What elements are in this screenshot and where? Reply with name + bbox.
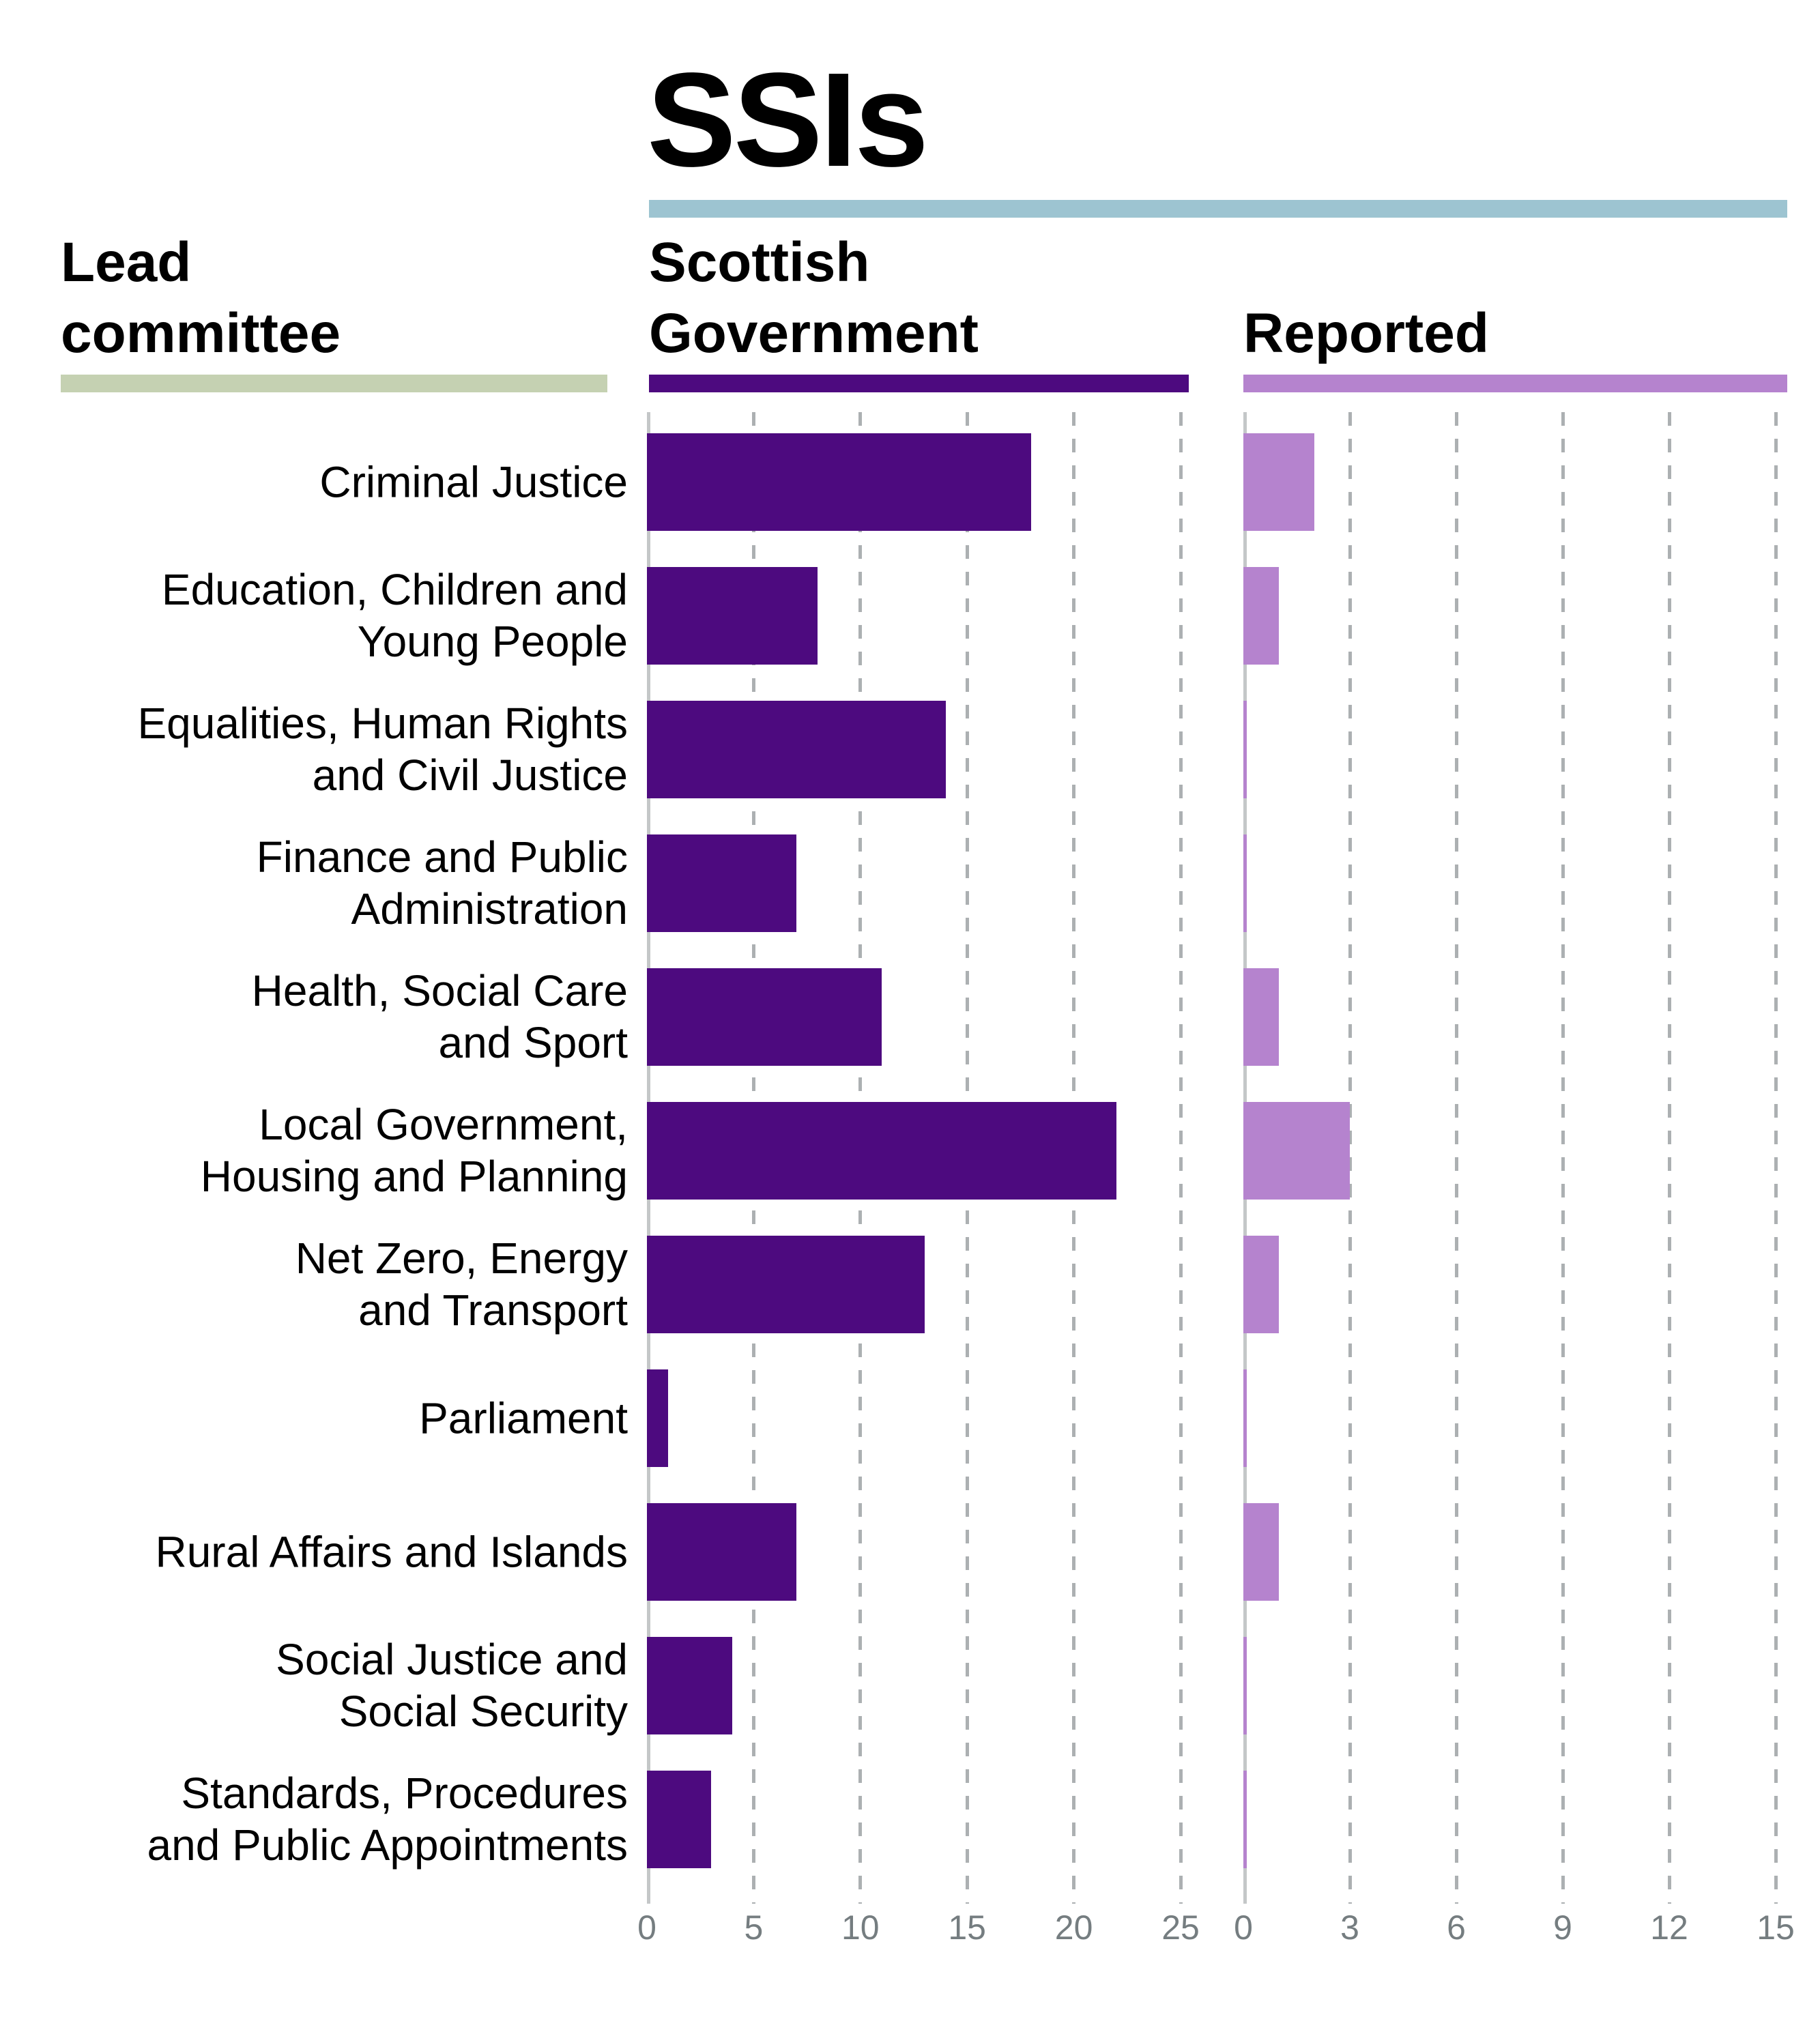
category-label-line: Housing and Planning xyxy=(200,1152,628,1202)
category-label-7: Parliament xyxy=(419,1392,628,1444)
reported-bar-6 xyxy=(1243,1236,1279,1333)
reported-underline-rule xyxy=(1243,375,1787,392)
scottish-government-bar-7 xyxy=(647,1369,669,1467)
category-label-line: Administration xyxy=(351,884,629,934)
reported-label: Reported xyxy=(1243,302,1489,364)
category-label-line: Education, Children and xyxy=(161,564,628,614)
title-underline-rule xyxy=(649,200,1787,218)
scottish-government-line1: Scottish xyxy=(649,231,870,294)
reported-bar-5 xyxy=(1243,1102,1350,1200)
reported-bar-4 xyxy=(1243,968,1279,1066)
category-label-3: Finance and Public Administration xyxy=(257,831,628,936)
scottish-government-bar-1 xyxy=(647,567,818,665)
lead-committee-line1: Lead xyxy=(61,231,192,294)
column-header-lead-committee: Lead committee xyxy=(61,227,341,368)
scottish-government-x-tick-label-10: 10 xyxy=(841,1908,880,1947)
category-label-line: Net Zero, Energy xyxy=(295,1233,628,1283)
scottish-government-x-tick-label-20: 20 xyxy=(1054,1908,1093,1947)
reported-x-tick-label-0: 0 xyxy=(1234,1908,1253,1947)
reported-gridline-15 xyxy=(1774,412,1778,1904)
category-label-line: Criminal Justice xyxy=(319,457,628,507)
category-label-9: Social Justice and Social Security xyxy=(276,1633,628,1739)
reported-x-tick-label-3: 3 xyxy=(1340,1908,1359,1947)
scottish-government-bar-10 xyxy=(647,1771,711,1868)
scottish-government-bar-9 xyxy=(647,1637,733,1734)
category-labels-column: Criminal Justice Education, Children and Y… xyxy=(0,412,628,1904)
scottish-government-bar-0 xyxy=(647,433,1032,531)
category-label-5: Local Government, Housing and Planning xyxy=(201,1099,628,1204)
category-label-4: Health, Social Care and Sport xyxy=(252,965,628,1070)
reported-bar-9 xyxy=(1243,1637,1247,1734)
category-label-line: Rural Affairs and Islands xyxy=(155,1527,628,1577)
category-label-2: Equalities, Human Rights and Civil Justic… xyxy=(137,697,628,802)
scottish-government-bar-2 xyxy=(647,701,946,798)
scottish-government-bar-3 xyxy=(647,834,796,932)
reported-x-tick-label-6: 6 xyxy=(1447,1908,1466,1947)
category-label-line: Social Security xyxy=(338,1687,628,1737)
lead-committee-line2: committee xyxy=(61,302,341,364)
category-label-line: Finance and Public xyxy=(256,832,628,882)
category-label-line: Equalities, Human Rights xyxy=(137,698,628,748)
category-label-line: and Transport xyxy=(358,1286,628,1335)
category-label-line: and Sport xyxy=(438,1018,628,1068)
reported-gridline-12 xyxy=(1667,412,1671,1904)
scottish-government-x-tick-label-5: 5 xyxy=(744,1908,764,1947)
category-label-line: Health, Social Care xyxy=(251,965,628,1015)
category-label-0: Criminal Justice xyxy=(319,456,628,508)
scottish-government-x-tick-label-0: 0 xyxy=(637,1908,656,1947)
column-header-reported: Reported xyxy=(1243,298,1489,368)
category-label-line: Parliament xyxy=(419,1393,628,1443)
scottish-government-x-tick-label-25: 25 xyxy=(1161,1908,1200,1947)
category-label-6: Net Zero, Energy and Transport xyxy=(295,1232,628,1337)
reported-bar-10 xyxy=(1243,1771,1247,1868)
category-label-line: and Public Appointments xyxy=(147,1820,628,1870)
category-label-line: Standards, Procedures xyxy=(181,1768,628,1818)
reported-x-tick-label-15: 15 xyxy=(1757,1908,1795,1947)
scottish-government-bar-5 xyxy=(647,1102,1117,1200)
category-label-line: and Civil Justice xyxy=(312,751,628,800)
scottish-government-x-tick-label-15: 15 xyxy=(948,1908,986,1947)
category-label-line: Social Justice and xyxy=(276,1634,628,1684)
reported-chart: 0 3 6 9 12 15 xyxy=(1234,412,1795,1947)
category-label-10: Standards, Procedures and Public Appointm… xyxy=(147,1767,628,1872)
scottish-government-line2: Government xyxy=(649,302,979,364)
category-label-line: Young People xyxy=(357,617,628,667)
chart-title: SSIs xyxy=(647,45,929,194)
reported-bar-7 xyxy=(1243,1369,1247,1467)
reported-x-tick-label-12: 12 xyxy=(1650,1908,1688,1947)
scottish-government-underline-rule xyxy=(649,375,1189,392)
category-label-1: Education, Children and Young People xyxy=(162,564,628,669)
reported-x-tick-label-9: 9 xyxy=(1553,1908,1572,1947)
reported-bar-3 xyxy=(1243,834,1247,932)
reported-bar-2 xyxy=(1243,701,1247,798)
reported-bar-0 xyxy=(1243,433,1314,531)
scottish-government-bar-4 xyxy=(647,968,882,1066)
scottish-government-chart: 0 5 10 15 20 25 xyxy=(637,412,1200,1947)
category-label-8: Rural Affairs and Islands xyxy=(155,1526,628,1578)
scottish-government-bar-8 xyxy=(647,1503,796,1601)
reported-gridline-3 xyxy=(1348,412,1352,1904)
category-label-line: Local Government, xyxy=(259,1099,628,1149)
scottish-government-gridline-25 xyxy=(1179,412,1183,1904)
scottish-government-bar-6 xyxy=(647,1236,925,1333)
reported-bar-1 xyxy=(1243,567,1279,665)
reported-gridline-9 xyxy=(1561,412,1565,1904)
lead-committee-underline-rule xyxy=(61,375,607,392)
reported-bar-8 xyxy=(1243,1503,1279,1601)
reported-gridline-6 xyxy=(1454,412,1458,1904)
column-header-scottish-government: Scottish Government xyxy=(649,227,979,368)
